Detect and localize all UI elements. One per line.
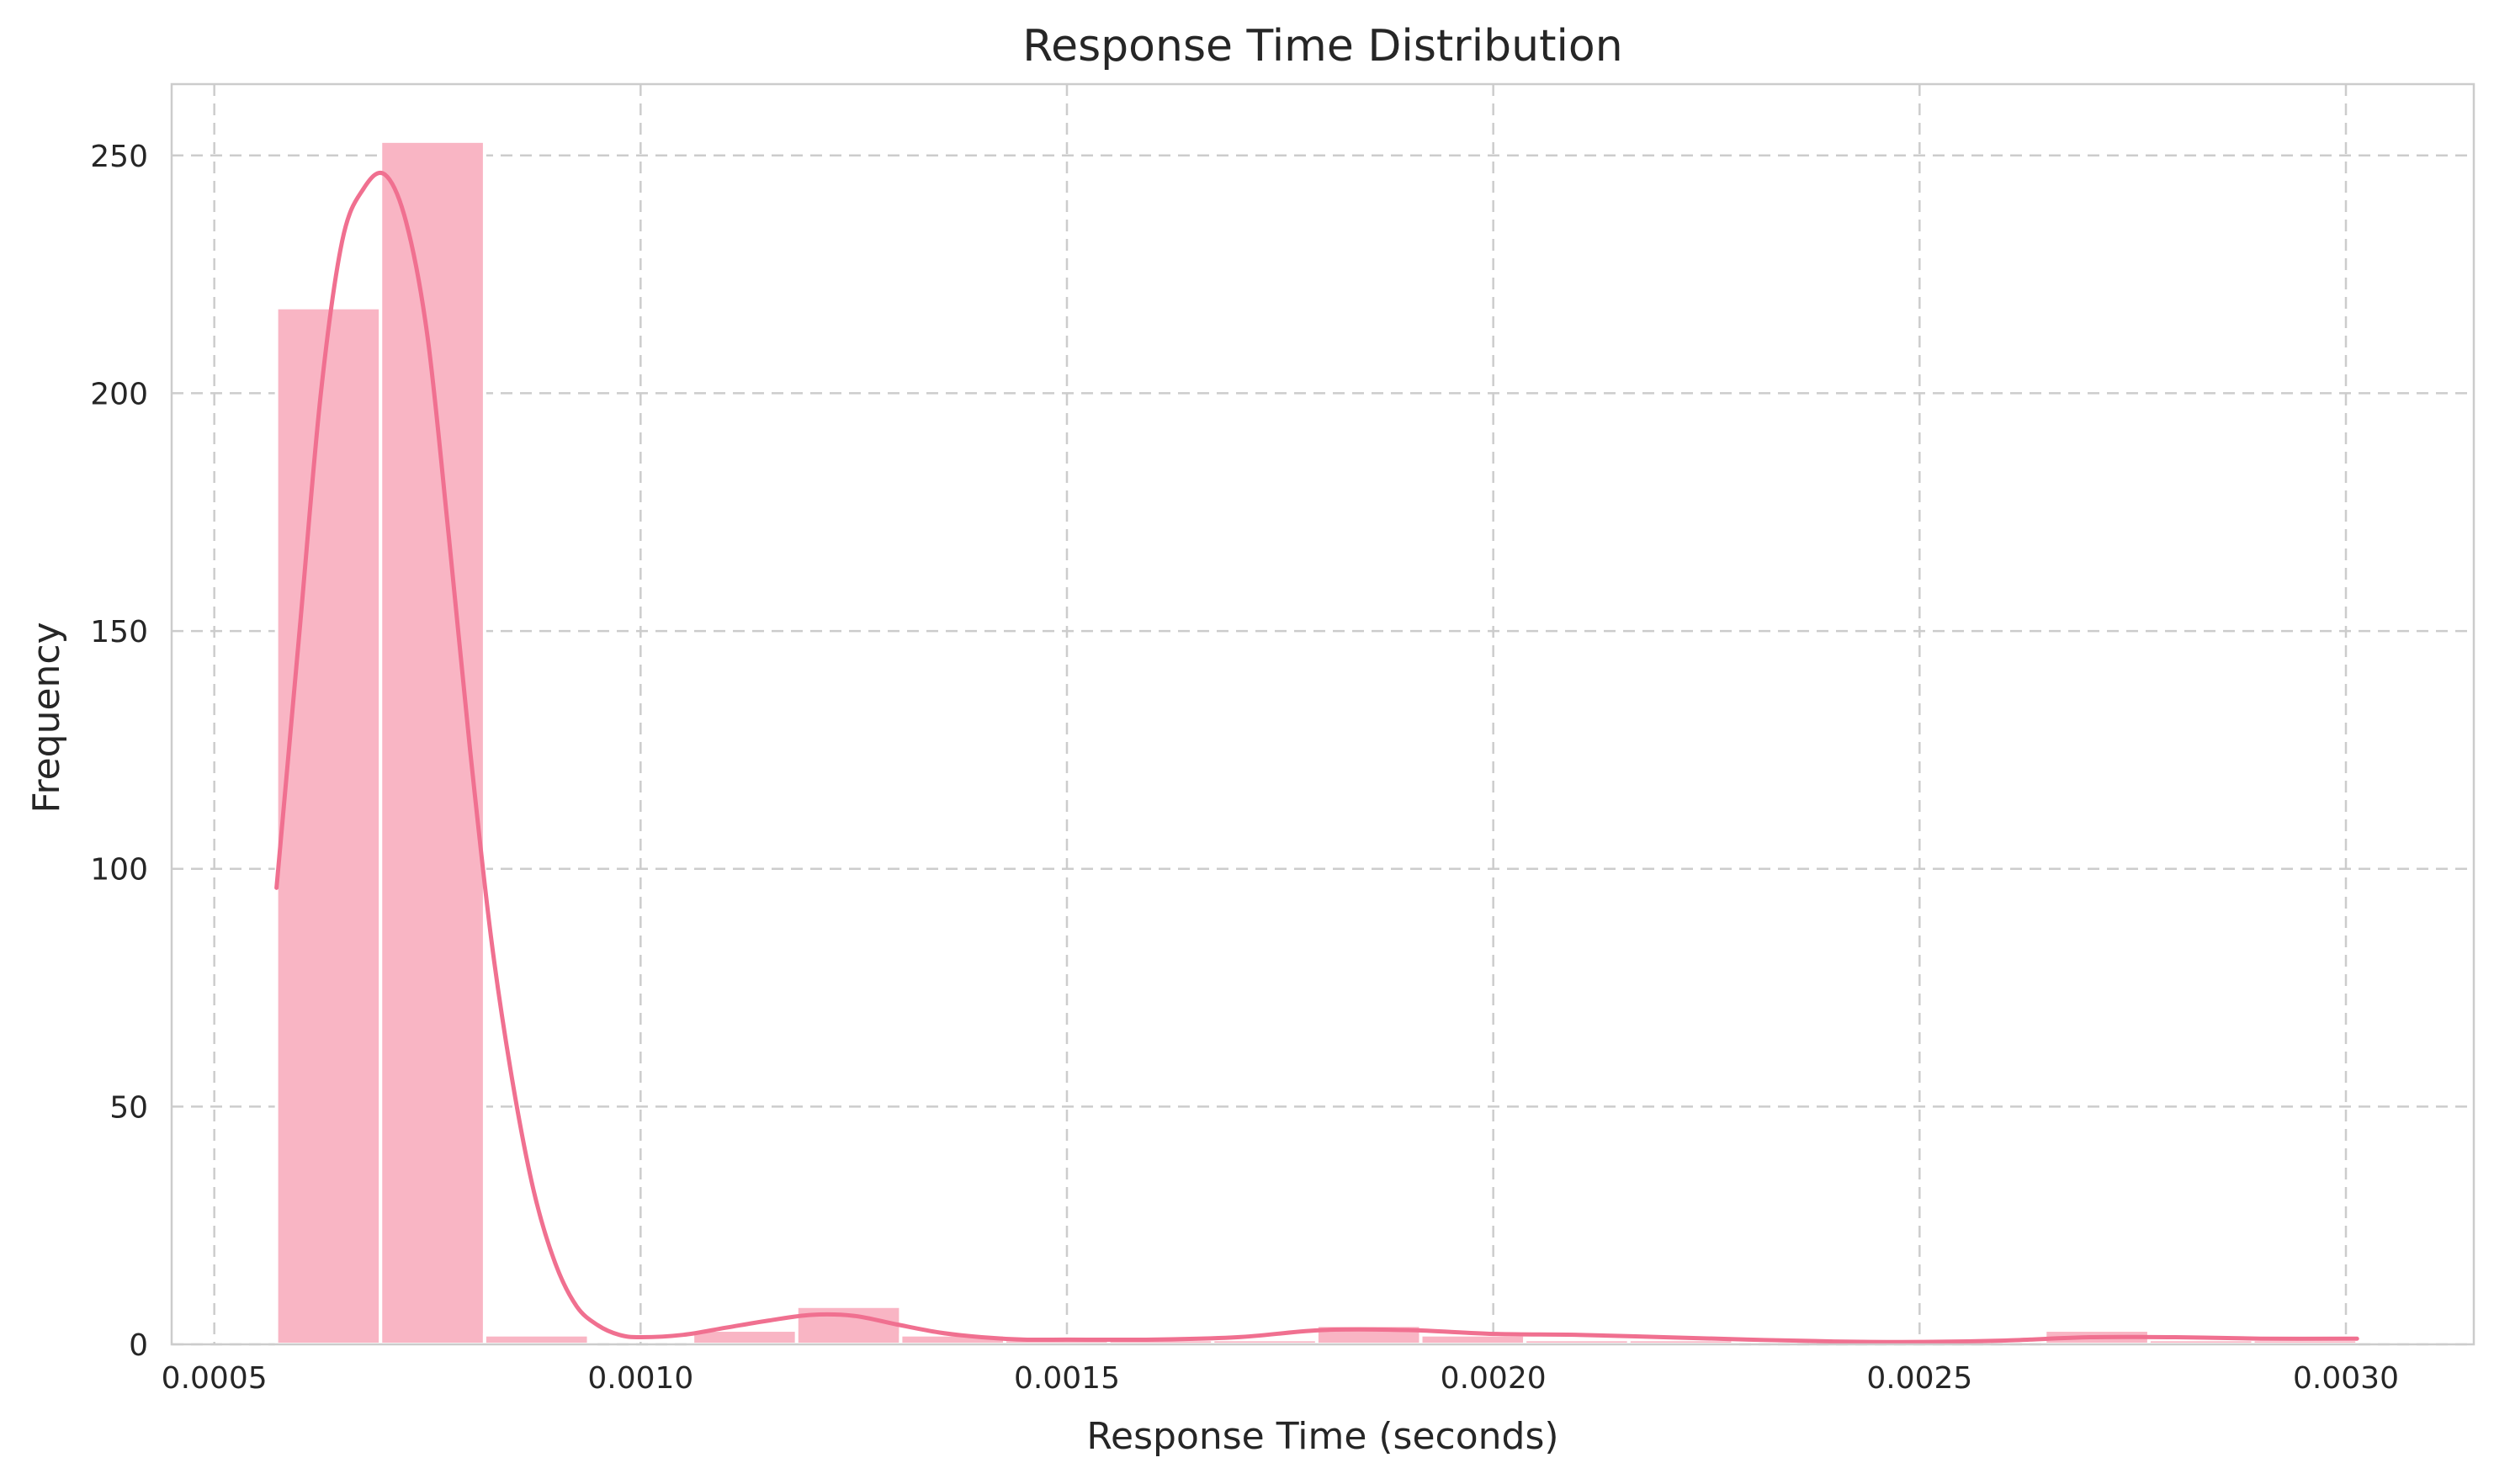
x-axis-label: Response Time (seconds) xyxy=(1086,1415,1558,1458)
y-tick-label: 150 xyxy=(90,615,148,649)
x-tick-label: 0.0015 xyxy=(1014,1361,1120,1396)
x-tick-label: 0.0025 xyxy=(1866,1361,1972,1396)
y-tick-label: 200 xyxy=(90,377,148,411)
kde-curve xyxy=(274,170,2359,1344)
grid-lines xyxy=(172,84,2474,1346)
x-tick-label: 0.0020 xyxy=(1441,1361,1547,1396)
chart-title: Response Time Distribution xyxy=(1022,21,1622,72)
y-tick-label: 50 xyxy=(109,1090,148,1125)
histogram-bar xyxy=(794,1304,903,1346)
histogram-bar xyxy=(274,305,383,1347)
x-tick-label: 0.0005 xyxy=(162,1361,268,1396)
x-tick-label: 0.0030 xyxy=(2293,1361,2399,1396)
y-tick-label: 250 xyxy=(90,140,148,174)
y-axis-label: Frequency xyxy=(25,622,68,813)
y-tick-label: 0 xyxy=(129,1328,148,1363)
x-tick-labels: 0.0005 0.0010 0.0015 0.0020 0.0025 0.0030 xyxy=(162,1361,2399,1396)
plot-frame xyxy=(170,82,2475,1346)
y-tick-labels: 0 50 100 150 200 250 xyxy=(90,140,148,1363)
y-tick-label: 100 xyxy=(90,853,148,888)
histogram-bar xyxy=(379,139,486,1346)
histogram-bar xyxy=(482,1333,591,1346)
histogram-bars xyxy=(274,139,2359,1347)
x-tick-label: 0.0010 xyxy=(587,1361,693,1396)
